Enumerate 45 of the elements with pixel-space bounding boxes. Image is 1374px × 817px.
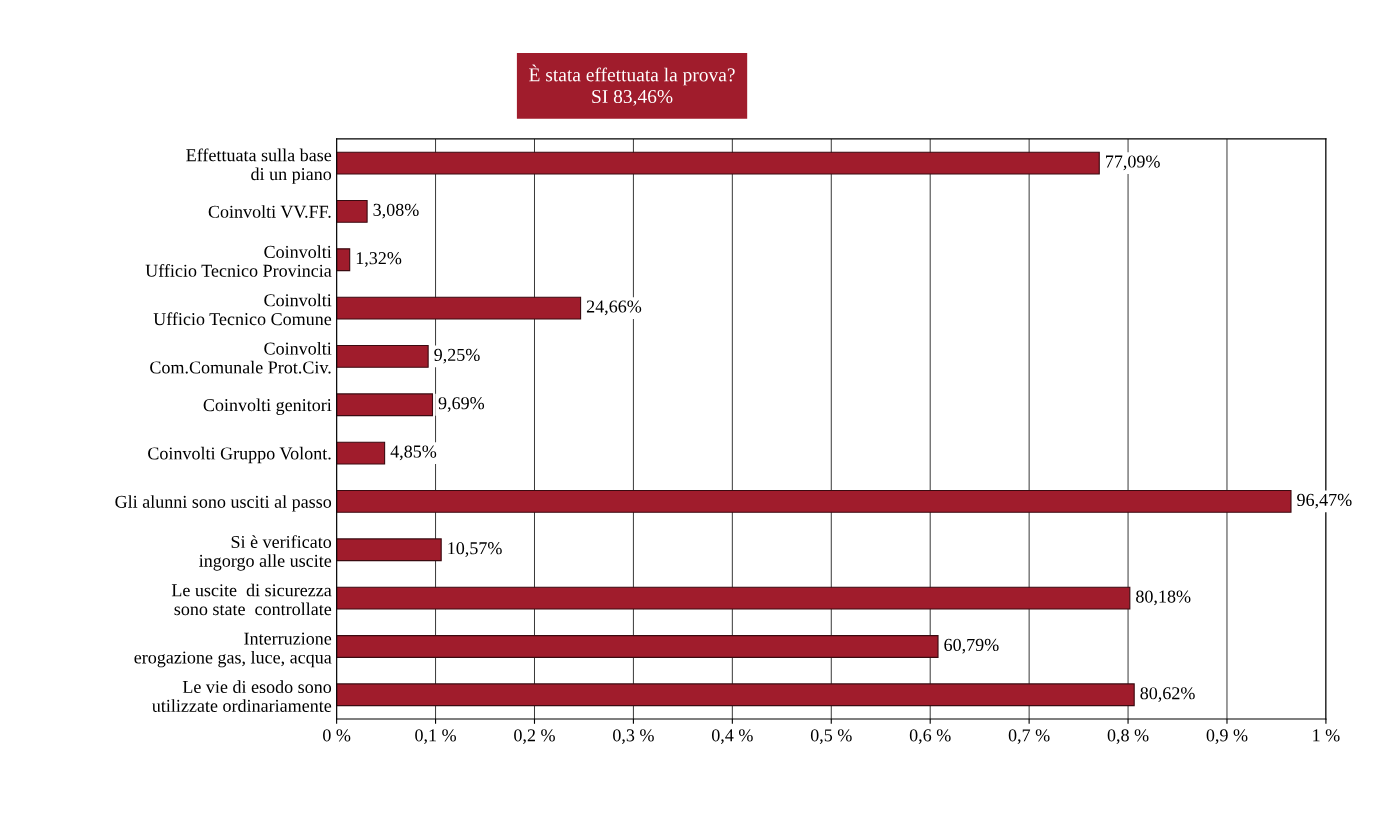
y-tick-label: Coinvolti Gruppo Volont. <box>148 446 331 464</box>
y-tick-label: Coinvolti Ufficio Tecnico Comune <box>153 293 332 326</box>
data-label: 80,18% <box>1136 590 1191 606</box>
y-tick-label: Le vie di esodo sono utilizzate ordinariamente <box>152 680 332 712</box>
y-tick-label: Gli alunni sono usciti al passo <box>115 495 332 512</box>
data-label: 60,79% <box>944 638 999 654</box>
y-tick-label: Si è verificato ingorgo alle uscite <box>199 535 332 571</box>
data-label: 1,32% <box>356 252 402 267</box>
data-label: 9,25% <box>434 348 480 364</box>
data-label: 80,62% <box>1140 687 1195 702</box>
x-tick-label: 0,7 % <box>1008 729 1050 744</box>
x-tick-label: 0,5 % <box>810 729 852 744</box>
x-tick-label: 0,1 % <box>415 729 456 744</box>
chart-subtitle: SI 83,46% <box>592 89 673 106</box>
y-tick-label: Coinvolti Com.Comunale Prot.Civ. <box>150 341 332 374</box>
y-tick-label: Interruzione erogazione gas, luce, acqua <box>134 632 332 668</box>
bar <box>336 151 1100 175</box>
data-label: 96,47% <box>1297 493 1352 509</box>
data-label: 10,57% <box>448 542 502 557</box>
bar <box>336 490 1292 513</box>
data-label: 9,69% <box>438 397 485 412</box>
y-tick-label: Coinvolti VV.FF. <box>208 205 331 218</box>
x-tick-label: 0,9 % <box>1206 729 1248 744</box>
y-tick-label: Le uscite di sicurezza sono state controllate <box>171 583 332 616</box>
y-tick-label: Coinvolti Ufficio Tecnico Provincia <box>145 245 332 277</box>
x-tick-label: 0,2 % <box>514 729 555 744</box>
chart-title: È stata effettuata la prova? <box>529 64 735 86</box>
x-tick-label: 0,8 % <box>1107 729 1149 744</box>
data-label: 77,09% <box>1106 155 1160 171</box>
data-label: 4,85% <box>390 445 437 461</box>
bar <box>336 248 351 272</box>
data-label: 24,66% <box>586 300 642 316</box>
data-label: 3,08% <box>373 203 419 219</box>
x-tick-label: 0,3 % <box>613 729 654 744</box>
bar <box>336 538 442 562</box>
y-tick-label: Effettuata sulla base di un piano <box>186 148 332 184</box>
x-tick-label: 0,4 % <box>711 729 753 744</box>
x-tick-label: 1 % <box>1313 729 1340 742</box>
x-tick-label: 0,6 % <box>909 729 951 744</box>
bar <box>336 344 429 368</box>
bar <box>336 296 582 320</box>
x-tick-label: 0 % <box>323 729 351 742</box>
bar <box>336 683 1135 707</box>
y-tick-label: Coinvolti genitori <box>203 398 332 415</box>
bar <box>336 441 386 465</box>
